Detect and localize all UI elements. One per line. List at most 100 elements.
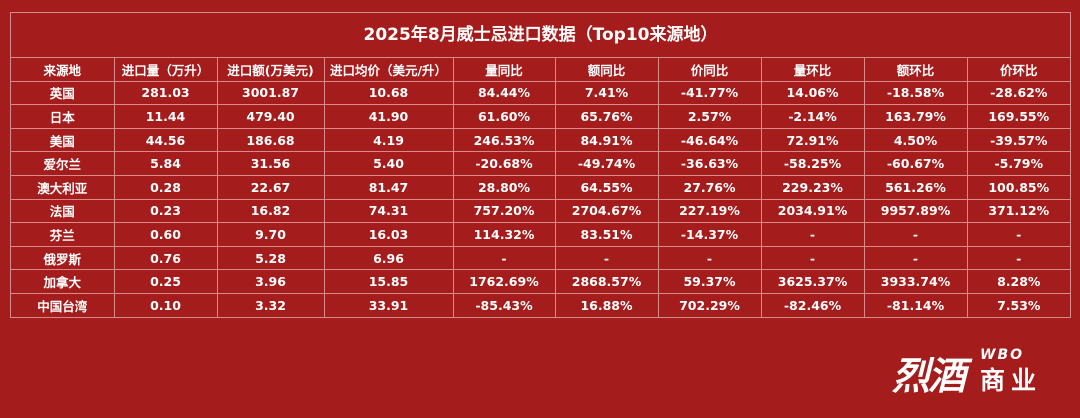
value-cell: 83.51% [554,222,659,247]
table-title: 2025年8月威士忌进口数据（Top10来源地） [11,13,1070,58]
value-cell: - [966,245,1070,271]
data-table-container: 2025年8月威士忌进口数据（Top10来源地） 来源地 进口量（万升） 进口额(万… [10,12,1071,318]
table-row: 芬兰 0.60 9.70 16.03 114.32% 83.51% -14.37% - - - [11,222,1070,247]
value-cell: -49.74% [554,151,659,176]
value-cell: -58.25% [760,151,865,176]
value-cell: 4.50% [863,127,968,153]
value-cell: 33.91 [323,292,454,317]
value-cell: 2034.91% [760,198,865,224]
value-cell: 65.76% [554,104,659,129]
value-cell: 31.56 [216,151,325,176]
value-cell: -28.62% [966,80,1070,106]
column-header: 价同比 [657,58,762,82]
value-cell: 702.29% [657,292,762,317]
value-cell: - [657,245,762,271]
value-cell: -14.37% [657,222,762,247]
table-row: 美国 44.56 186.68 4.19 246.53% 84.91% -46.64% 72.… [11,127,1070,153]
value-cell: 9.70 [216,222,325,247]
value-cell: -41.77% [657,80,762,106]
value-cell: 61.60% [452,104,556,129]
value-cell: 16.82 [216,198,325,224]
value-cell: 3.96 [216,269,325,294]
column-header: 价环比 [966,58,1070,82]
origin-cell: 日本 [11,104,115,129]
column-header: 量同比 [452,58,556,82]
column-header: 进口量（万升） [113,58,218,82]
value-cell: 169.55% [966,104,1070,129]
value-cell: 1762.69% [452,269,556,294]
origin-cell: 澳大利亚 [11,174,115,200]
column-header: 额环比 [863,58,968,82]
table-row: 俄罗斯 0.76 5.28 6.96- - - - - - [11,245,1070,271]
value-cell: 227.19% [657,198,762,224]
column-header: 进口额(万美元) [216,58,325,82]
table-row: 澳大利亚 0.28 22.67 81.47 28.80% 64.55% 27.76% 229.… [11,174,1070,200]
origin-cell: 英国 [11,80,115,106]
value-cell: 3.32 [216,292,325,317]
value-cell: - [966,222,1070,247]
value-cell: 561.26% [863,174,968,200]
logo-main-text: 烈酒 [892,353,966,398]
value-cell: 44.56 [113,127,218,153]
value-cell: 16.03 [323,222,454,247]
value-cell: 100.85% [966,174,1070,200]
value-cell: -2.14% [760,104,865,129]
column-header: 来源地 [11,58,115,82]
column-header: 量环比 [760,58,865,82]
value-cell: 229.23% [760,174,865,200]
value-cell: 2704.67% [554,198,659,224]
value-cell: 28.80% [452,174,556,200]
value-cell: -60.67% [863,151,968,176]
value-cell: - [760,222,865,247]
logo-sub-text: 商业 [980,366,1043,395]
value-cell: 0.76 [113,245,218,271]
value-cell: - [863,245,968,271]
value-cell: -36.63% [657,151,762,176]
value-cell: 5.28 [216,245,325,271]
origin-cell: 芬兰 [11,222,115,247]
value-cell: 59.37% [657,269,762,294]
value-cell: 7.41% [554,80,659,106]
value-cell: 3001.87 [216,80,325,106]
value-cell: 2.57% [657,104,762,129]
brand-logo: 烈酒 WBO 商业 [892,345,1052,398]
value-cell: -85.43% [452,292,556,317]
column-header: 额同比 [554,58,659,82]
value-cell: 186.68 [216,127,325,153]
value-cell: 6.96 [323,245,454,271]
value-cell: 757.20% [452,198,556,224]
value-cell: 5.84 [113,151,218,176]
table-body: 英国 281.03 3001.87 10.68 84.44% 7.41% -41.77% 14… [11,80,1070,317]
value-cell: 114.32% [452,222,556,247]
value-cell: 2868.57% [554,269,659,294]
origin-cell: 中国台湾 [11,292,115,317]
value-cell: 479.40 [216,104,325,129]
value-cell: 0.60 [113,222,218,247]
value-cell: 15.85 [323,269,454,294]
value-cell: 22.67 [216,174,325,200]
value-cell: 7.53% [966,292,1070,317]
table-row: 英国 281.03 3001.87 10.68 84.44% 7.41% -41.77% 14… [11,80,1070,106]
value-cell: 14.06% [760,80,865,106]
table-row: 中国台湾 0.10 3.32 33.91 -85.43% 16.88% 702.29% -82… [11,292,1070,317]
value-cell: -39.57% [966,127,1070,153]
value-cell: 8.28% [966,269,1070,294]
table-row: 日本 11.44 479.40 41.90 61.60% 65.76% 2.57% -2.14… [11,104,1070,129]
value-cell: - [452,245,556,271]
table-row: 爱尔兰 5.84 31.56 5.40 -20.68% -49.74% -36.63% -58… [11,151,1070,176]
value-cell: 84.44% [452,80,556,106]
value-cell: - [554,245,659,271]
value-cell: 81.47 [323,174,454,200]
value-cell: 0.23 [113,198,218,224]
value-cell: - [760,245,865,271]
value-cell: 0.25 [113,269,218,294]
value-cell: -20.68% [452,151,556,176]
value-cell: 0.10 [113,292,218,317]
value-cell: 84.91% [554,127,659,153]
value-cell: -81.14% [863,292,968,317]
value-cell: 74.31 [323,198,454,224]
value-cell: - [863,222,968,247]
header-row: 来源地 进口量（万升） 进口额(万美元) 进口均价（美元/升） 量同比 额同比 价同比 量环比… [11,58,1070,82]
value-cell: 64.55% [554,174,659,200]
